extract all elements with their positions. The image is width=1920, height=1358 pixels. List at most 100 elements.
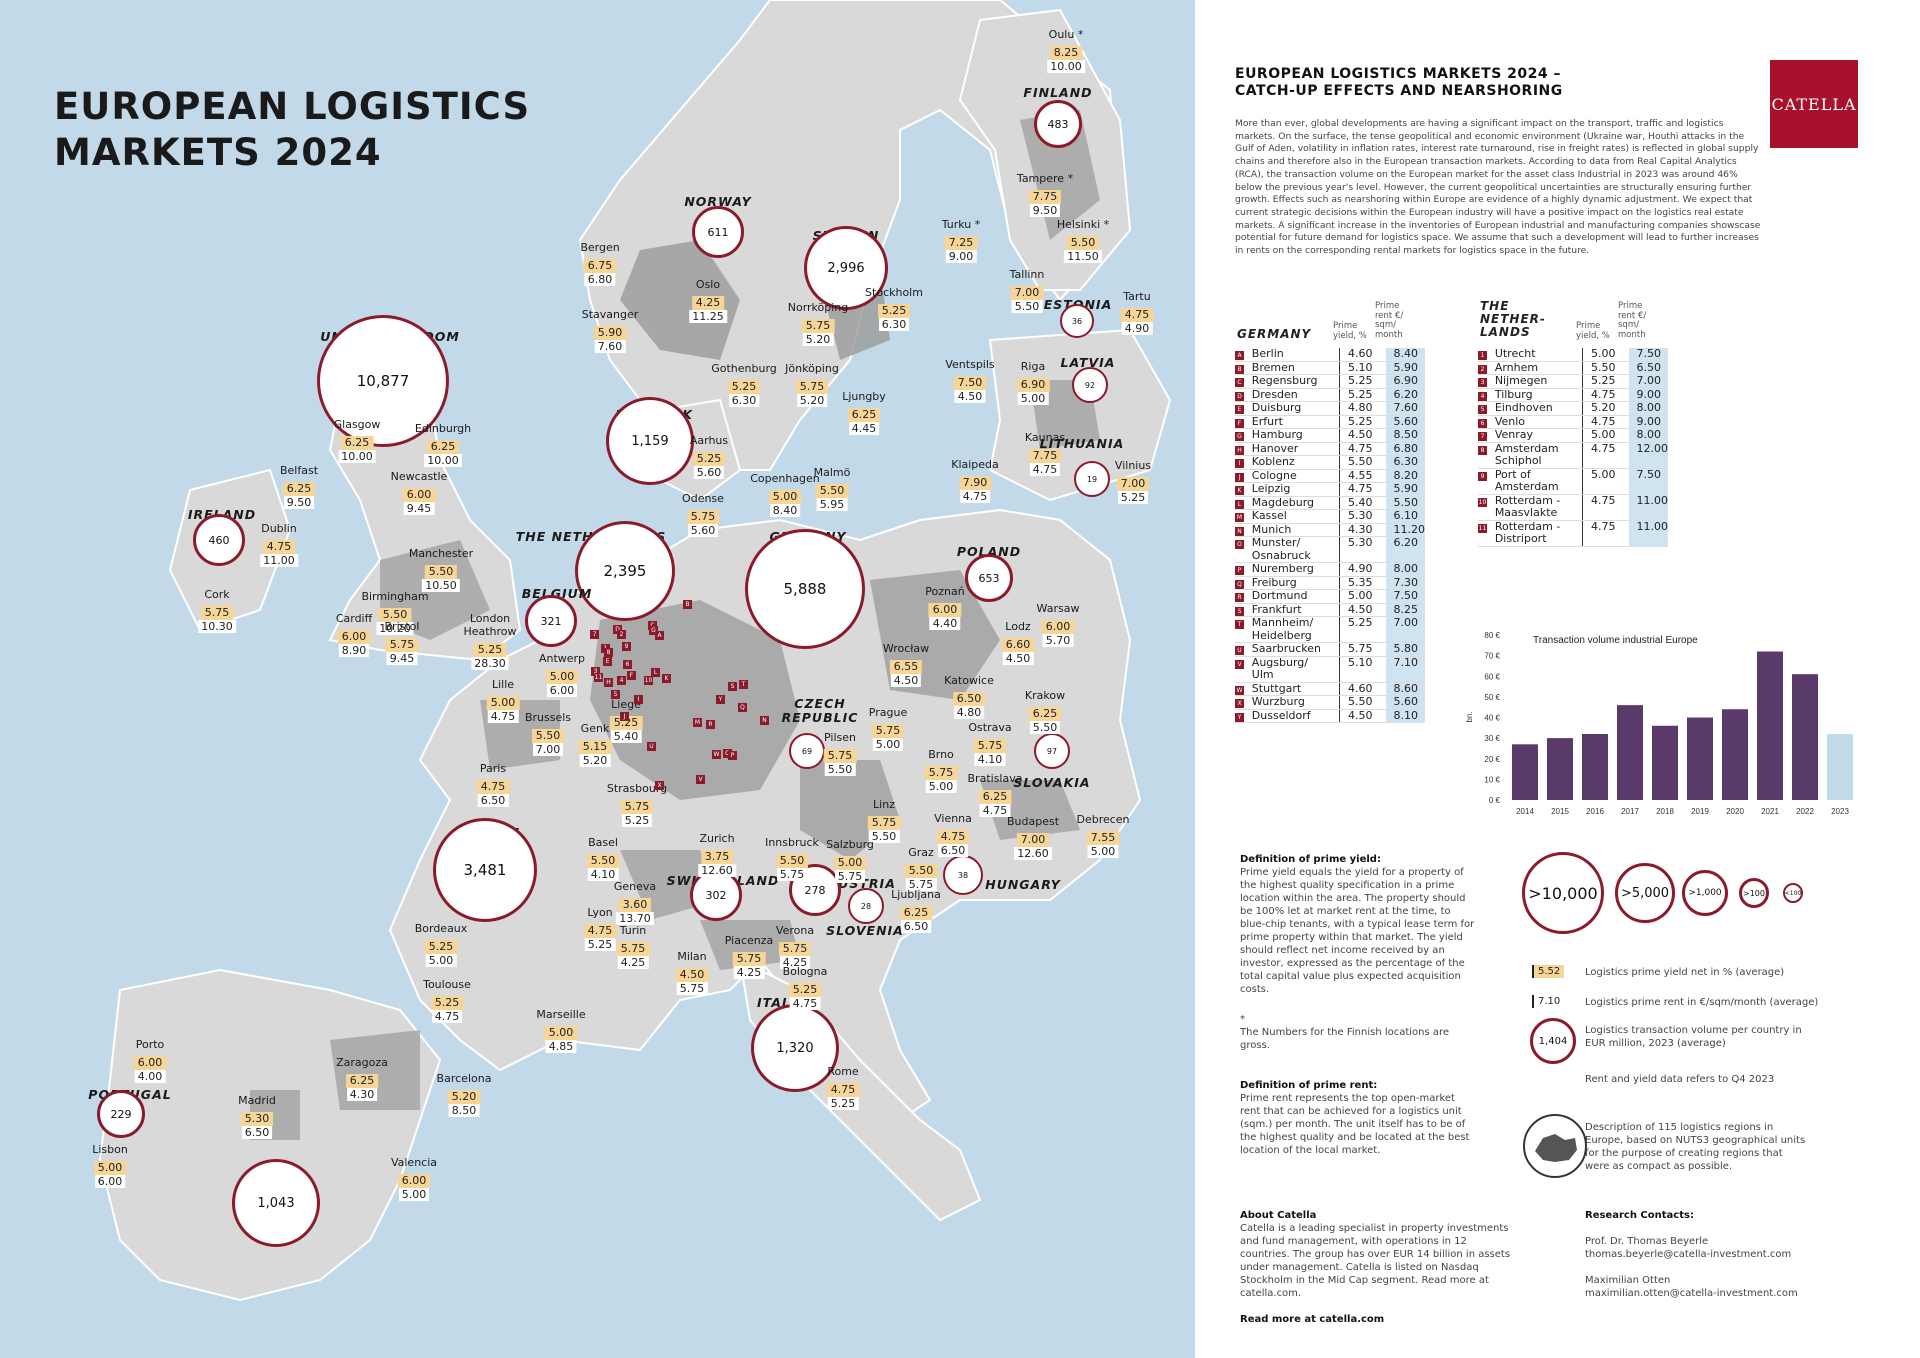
row-letter-cell: 3: [1478, 374, 1492, 389]
city-tampere: Tampere * 7.75 9.50: [1017, 172, 1073, 217]
row-yield: 5.10: [1339, 656, 1386, 683]
netherlands-marker-2: 2: [617, 630, 626, 639]
row-letter: J: [1235, 472, 1244, 482]
row-city: Augsburg/ Ulm: [1248, 656, 1340, 683]
row-letter: 1: [1478, 351, 1487, 360]
city-name: Porto: [135, 1038, 165, 1051]
row-city: Koblenz: [1248, 455, 1340, 470]
city-name: Oulu *: [1048, 28, 1084, 41]
row-letter: X: [1235, 699, 1244, 708]
germany-marker-c: C: [648, 621, 657, 630]
contact-email-1[interactable]: thomas.beyerle@catella-investment.com: [1585, 1249, 1792, 1260]
row-city: Kassel: [1248, 509, 1340, 524]
city-rent: 10.20: [376, 622, 414, 635]
city-kaunas: Kaunas 7.75 4.75: [1025, 431, 1065, 476]
table-row: P Nuremberg 4.90 8.00: [1235, 562, 1425, 577]
city-yield: 5.00: [545, 670, 579, 684]
city-bristol: Bristol 5.75 9.45: [385, 620, 419, 665]
volume-bubble-austria: 278: [789, 864, 841, 916]
city-yield: 5.75: [871, 724, 905, 738]
row-letter: O: [1235, 540, 1244, 549]
city-rent: 4.25: [617, 956, 649, 969]
row-city: Cologne: [1248, 469, 1340, 483]
row-rent: 11.00: [1628, 494, 1668, 521]
netherlands-marker-3: 3: [591, 667, 600, 676]
city-name: London Heathrow: [463, 612, 517, 638]
contact-email-2[interactable]: maximilian.otten@catella-investment.com: [1585, 1288, 1798, 1299]
city-brno: Brno 5.75 5.00: [924, 748, 958, 793]
row-yield: 4.50: [1339, 709, 1386, 723]
catella-link[interactable]: Read more at catella.com: [1240, 1314, 1385, 1325]
city-name: Lille: [491, 678, 515, 691]
city-name: Strasbourg: [606, 782, 668, 795]
row-letter-cell: F: [1235, 415, 1249, 429]
row-rent: 7.50: [1385, 589, 1425, 604]
city-rent: 9.00: [945, 250, 977, 263]
city-yield: 4.75: [1120, 308, 1154, 322]
city-yield: 5.50: [775, 854, 809, 868]
city-rent: 10.00: [1047, 60, 1085, 73]
row-city: Hanover: [1248, 442, 1340, 456]
city-rent: 28.30: [471, 657, 509, 670]
row-yield: 4.55: [1339, 469, 1386, 483]
city-name: Glasgow: [333, 418, 381, 431]
city-yield: 7.00: [1116, 477, 1150, 491]
chart-bar-2022: [1792, 674, 1818, 800]
germany-marker-x: X: [655, 781, 664, 790]
legend-volume-label: Logistics transaction volume per country…: [1585, 1025, 1802, 1049]
chart-bar-2014: [1512, 744, 1538, 800]
volume-bubble-belgium: 321: [525, 595, 577, 647]
row-yield: 4.75: [1339, 482, 1386, 497]
city-name: Krakow: [1024, 689, 1066, 702]
city-rent: 4.40: [929, 617, 961, 630]
city-rent: 4.30: [346, 1088, 378, 1101]
city-paris: Paris 4.75 6.50: [476, 762, 510, 807]
row-letter-cell: B: [1235, 361, 1249, 375]
row-rent: 6.50: [1628, 361, 1668, 375]
city-rent: 5.75: [834, 870, 866, 883]
chart-ytick: 50 €: [1484, 693, 1500, 702]
row-yield: 5.30: [1339, 536, 1386, 563]
table-row: I Koblenz 5.50 6.30: [1235, 455, 1425, 470]
row-letter-cell: 4: [1478, 388, 1492, 402]
chart-ylabel: bn.: [1465, 711, 1474, 722]
city-rent: 10.00: [424, 454, 462, 467]
chart-bar-2021: [1757, 651, 1783, 800]
germany-marker-s: S: [728, 682, 737, 691]
row-city: Nijmegen: [1491, 374, 1583, 389]
city-yield: 5.50: [378, 608, 412, 622]
city-name: Paris: [479, 762, 507, 775]
city-ljungby: Ljungby 6.25 4.45: [842, 390, 886, 435]
volume-value-netherlands: 2,395: [603, 562, 647, 580]
row-city: Eindhoven: [1491, 401, 1583, 416]
row-rent: 7.60: [1385, 401, 1425, 416]
germany-marker-i: I: [634, 695, 643, 704]
city-rent: 9.45: [386, 652, 418, 665]
chart-svg: Transaction volume industrial Europe bn. 0…: [1465, 631, 1853, 816]
city-stockholm: Stockholm 5.25 6.30: [865, 286, 923, 331]
city-yield: 5.00: [93, 1161, 127, 1175]
row-letter-cell: M: [1235, 509, 1249, 524]
row-yield: 5.50: [1339, 695, 1386, 710]
city-name: Turin: [619, 924, 647, 937]
city-name: Zurich: [699, 832, 735, 845]
city-rent: 12.60: [1014, 847, 1052, 860]
city-yield: 5.75: [924, 766, 958, 780]
city-name: Newcastle: [390, 470, 448, 483]
legend-size-10000: >10,000: [1522, 852, 1604, 934]
legend-size-100: >100: [1739, 878, 1769, 908]
row-letter: S: [1235, 606, 1244, 616]
row-city: Mannheim/ Heidelberg: [1248, 616, 1340, 643]
row-letter-cell: L: [1235, 496, 1249, 510]
city-rent: 4.25: [779, 956, 811, 969]
city-name: Norrköping: [787, 301, 849, 314]
row-letter: P: [1235, 566, 1244, 575]
volume-value-norway: 611: [707, 225, 729, 239]
row-yield: 4.60: [1339, 347, 1386, 362]
volume-value-sweden: 2,996: [827, 260, 865, 276]
city-rent: 4.80: [953, 706, 985, 719]
city-basel: Basel 5.50 4.10: [586, 836, 620, 881]
row-yield: 5.25: [1581, 374, 1629, 389]
row-letter-cell: K: [1235, 482, 1249, 497]
city-rent: 6.50: [241, 1126, 273, 1139]
